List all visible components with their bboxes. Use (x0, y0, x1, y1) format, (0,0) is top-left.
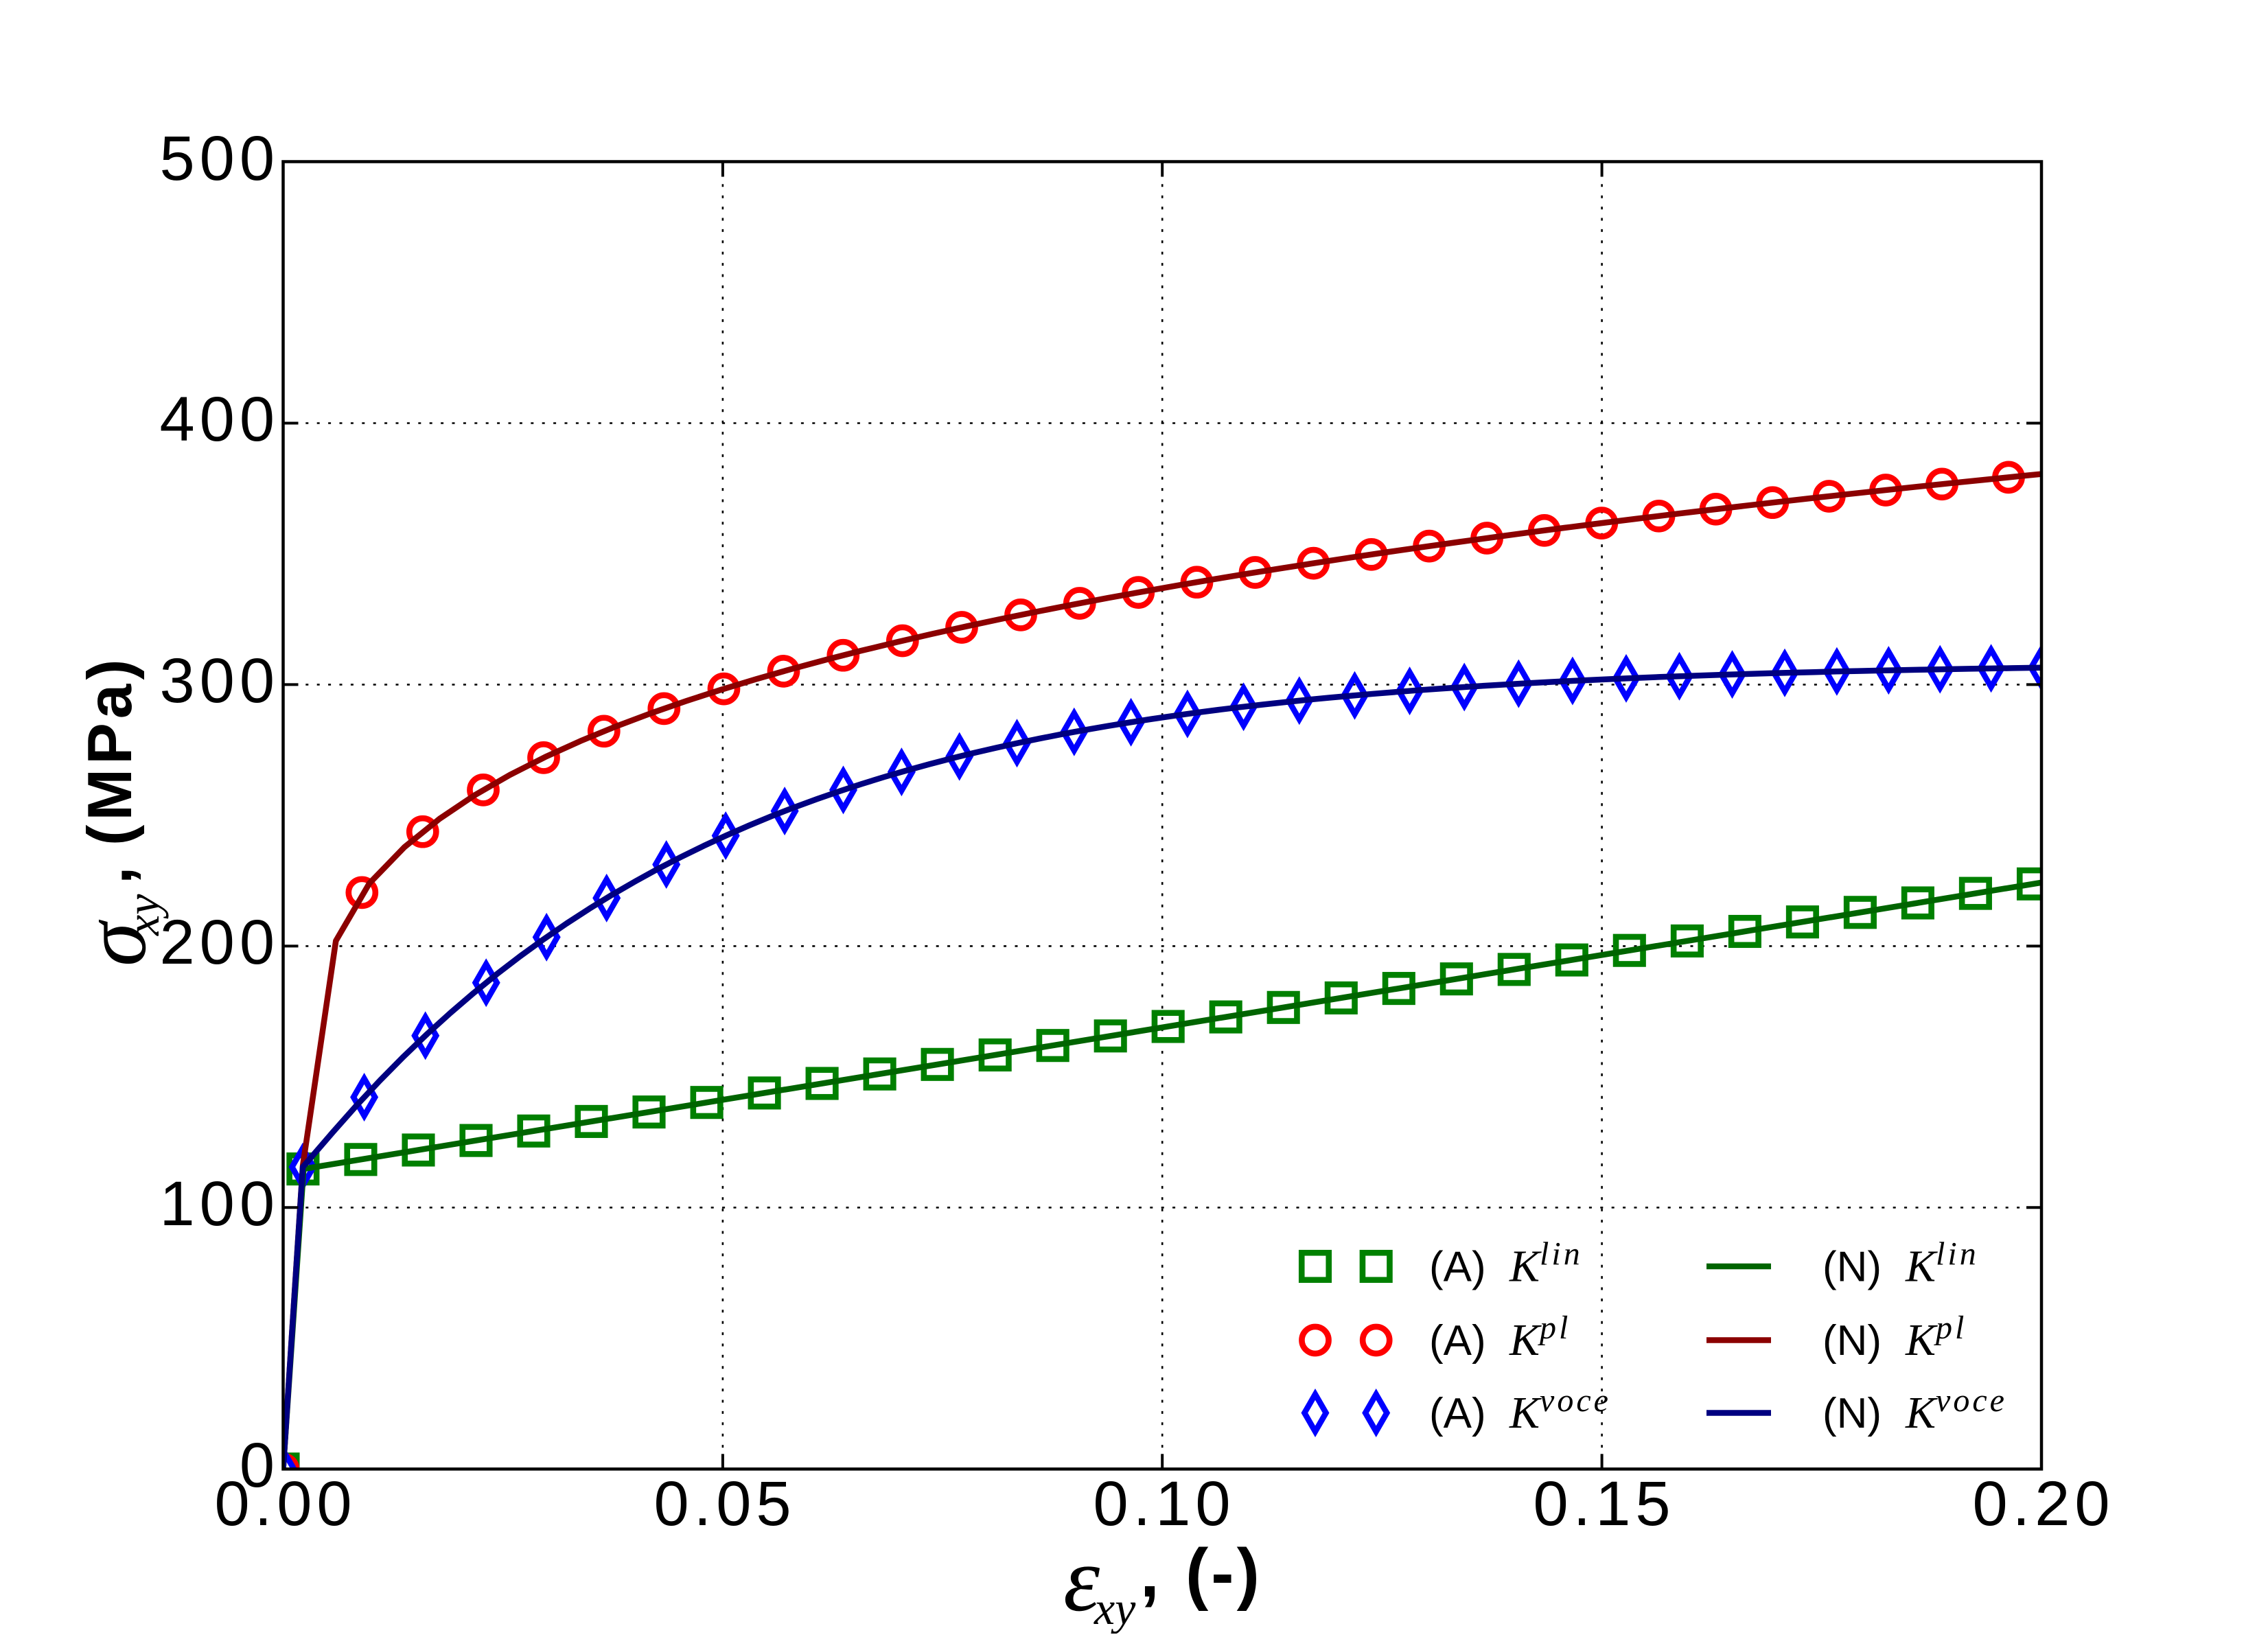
svg-text:Kpl: Kpl (1905, 1310, 1967, 1365)
svg-text:σxy,(MPa): σxy,(MPa) (66, 655, 169, 966)
svg-text:(N): (N) (1822, 1317, 1882, 1365)
svg-text:(A): (A) (1429, 1390, 1486, 1437)
svg-text:0.20: 0.20 (1972, 1469, 2114, 1539)
svg-text:Klin: Klin (1509, 1236, 1583, 1292)
svg-text:0.00: 0.00 (214, 1469, 356, 1539)
svg-text:Kpl: Kpl (1509, 1310, 1571, 1365)
svg-text:400: 400 (160, 384, 280, 454)
svg-text:εxy,(-): εxy, (-) (1063, 1529, 1262, 1634)
svg-text:Kvoce: Kvoce (1509, 1382, 1611, 1438)
svg-text:100: 100 (160, 1169, 280, 1239)
svg-text:Kvoce: Kvoce (1905, 1382, 2007, 1438)
svg-text:0.10: 0.10 (1093, 1469, 1235, 1539)
svg-text:0.05: 0.05 (653, 1469, 796, 1539)
svg-text:300: 300 (160, 646, 280, 716)
svg-text:(N): (N) (1822, 1244, 1882, 1291)
svg-text:(N): (N) (1822, 1390, 1882, 1437)
svg-text:Klin: Klin (1905, 1236, 1979, 1292)
svg-text:0.15: 0.15 (1533, 1469, 1675, 1539)
svg-text:(A): (A) (1429, 1244, 1486, 1291)
svg-text:500: 500 (160, 124, 280, 194)
svg-text:(A): (A) (1429, 1317, 1486, 1365)
svg-text:200: 200 (160, 907, 280, 977)
svg-text:0: 0 (240, 1430, 279, 1500)
